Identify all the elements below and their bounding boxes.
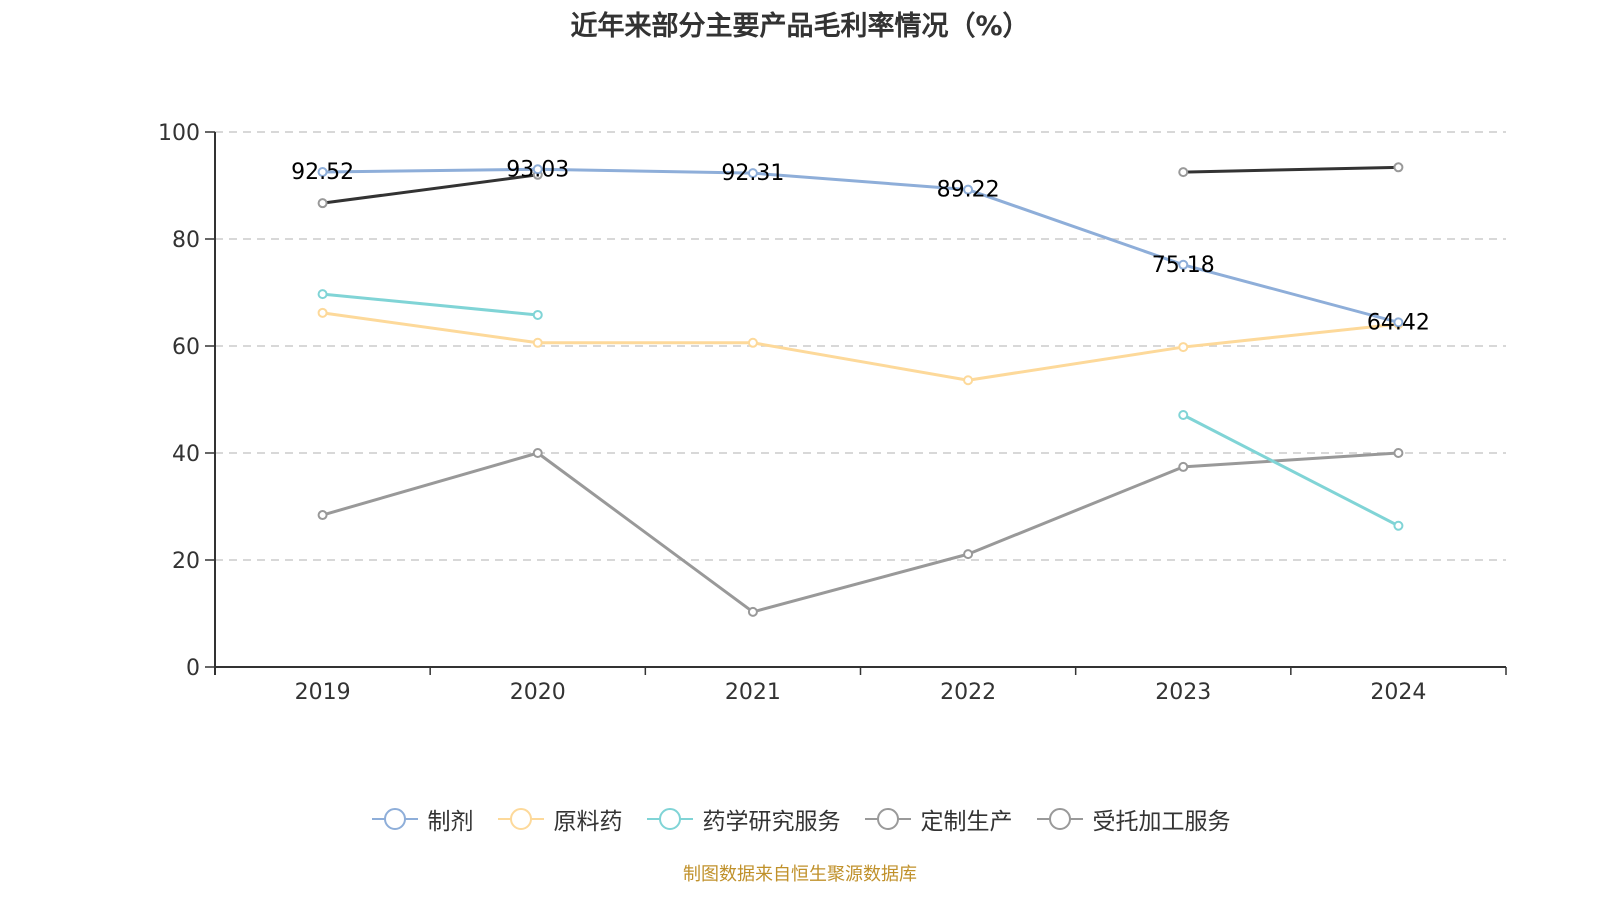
series-line-0 — [322, 167, 1399, 324]
data-point[interactable] — [963, 375, 974, 386]
legend-marker-icon — [371, 808, 418, 830]
x-tick-label: 2019 — [295, 680, 351, 705]
data-label: 64.42 — [1367, 310, 1430, 335]
legend-marker-icon — [1036, 808, 1083, 830]
series-line-1 — [322, 311, 1399, 382]
data-point[interactable] — [532, 337, 543, 348]
legend-label: 药学研究服务 — [702, 809, 841, 835]
data-point[interactable] — [1393, 520, 1404, 531]
data-point[interactable] — [747, 606, 758, 617]
data-point[interactable] — [317, 510, 328, 521]
data-point[interactable] — [532, 164, 543, 175]
data-point[interactable] — [532, 309, 543, 320]
x-tick-label: 2022 — [940, 680, 996, 705]
data-point[interactable] — [1178, 461, 1189, 472]
data-point[interactable] — [1393, 162, 1404, 173]
data-point[interactable] — [747, 168, 758, 179]
series-line-3 — [1183, 165, 1399, 174]
data-point[interactable] — [747, 337, 758, 348]
data-point[interactable] — [1178, 410, 1189, 421]
chart-title: 近年来部分主要产品毛利率情况（%） — [570, 11, 1030, 42]
series-line-2 — [1182, 413, 1400, 528]
legend-label: 受托加工服务 — [1092, 809, 1231, 835]
data-point[interactable] — [317, 289, 328, 300]
x-tick-label: 2020 — [510, 680, 566, 705]
legend-marker-icon — [646, 808, 693, 830]
legend-item[interactable]: 原料药 — [496, 802, 623, 836]
legend-item[interactable]: 定制生产 — [863, 802, 1013, 836]
data-point[interactable] — [1178, 342, 1189, 353]
legend-label: 原料药 — [553, 809, 623, 835]
data-point[interactable] — [317, 307, 328, 318]
legend: 制剂 原料药 药学研究服务 定制生产 受托加工服务 — [0, 802, 1600, 836]
data-point[interactable] — [1178, 167, 1189, 178]
legend-item[interactable]: 药学研究服务 — [645, 802, 841, 836]
data-label: 75.18 — [1152, 253, 1215, 278]
data-label: 92.52 — [291, 160, 354, 185]
data-point[interactable] — [1393, 448, 1404, 458]
data-point[interactable] — [1178, 259, 1189, 270]
source-note: 制图数据来自恒生聚源数据库 — [683, 864, 917, 885]
legend-marker-icon — [497, 808, 544, 830]
y-tick-label: 0 — [186, 656, 200, 681]
legend-label: 制剂 — [427, 809, 474, 835]
legend-marker-icon — [864, 808, 911, 830]
x-tick-label: 2021 — [725, 680, 781, 705]
series-line-3 — [322, 173, 538, 205]
series-line-2 — [322, 292, 538, 317]
y-tick-label: 20 — [172, 549, 200, 574]
legend-label: 定制生产 — [920, 809, 1013, 835]
data-point[interactable] — [963, 184, 974, 195]
data-label: 93.03 — [506, 157, 569, 182]
line-chart: 0 20 40 60 80 100 2019 2020 2021 2022 2023 2024 92.5… — [158, 121, 1507, 705]
legend-item[interactable]: 受托加工服务 — [1035, 802, 1231, 836]
y-tick-label: 80 — [172, 228, 200, 253]
data-point[interactable] — [317, 198, 328, 209]
legend-item[interactable]: 制剂 — [370, 802, 474, 836]
y-tick-label: 60 — [172, 335, 200, 360]
y-tick-label: 100 — [158, 121, 200, 146]
data-label: 92.31 — [721, 161, 784, 186]
data-point[interactable] — [963, 549, 974, 560]
data-point[interactable] — [317, 167, 328, 178]
data-point[interactable] — [1393, 317, 1404, 328]
x-tick-label: 2024 — [1370, 680, 1426, 705]
x-tick-label: 2023 — [1155, 680, 1211, 705]
series-line-4 — [322, 451, 1399, 614]
y-tick-label: 40 — [172, 442, 200, 467]
data-point[interactable] — [532, 448, 543, 458]
data-label: 89.22 — [937, 178, 1000, 203]
